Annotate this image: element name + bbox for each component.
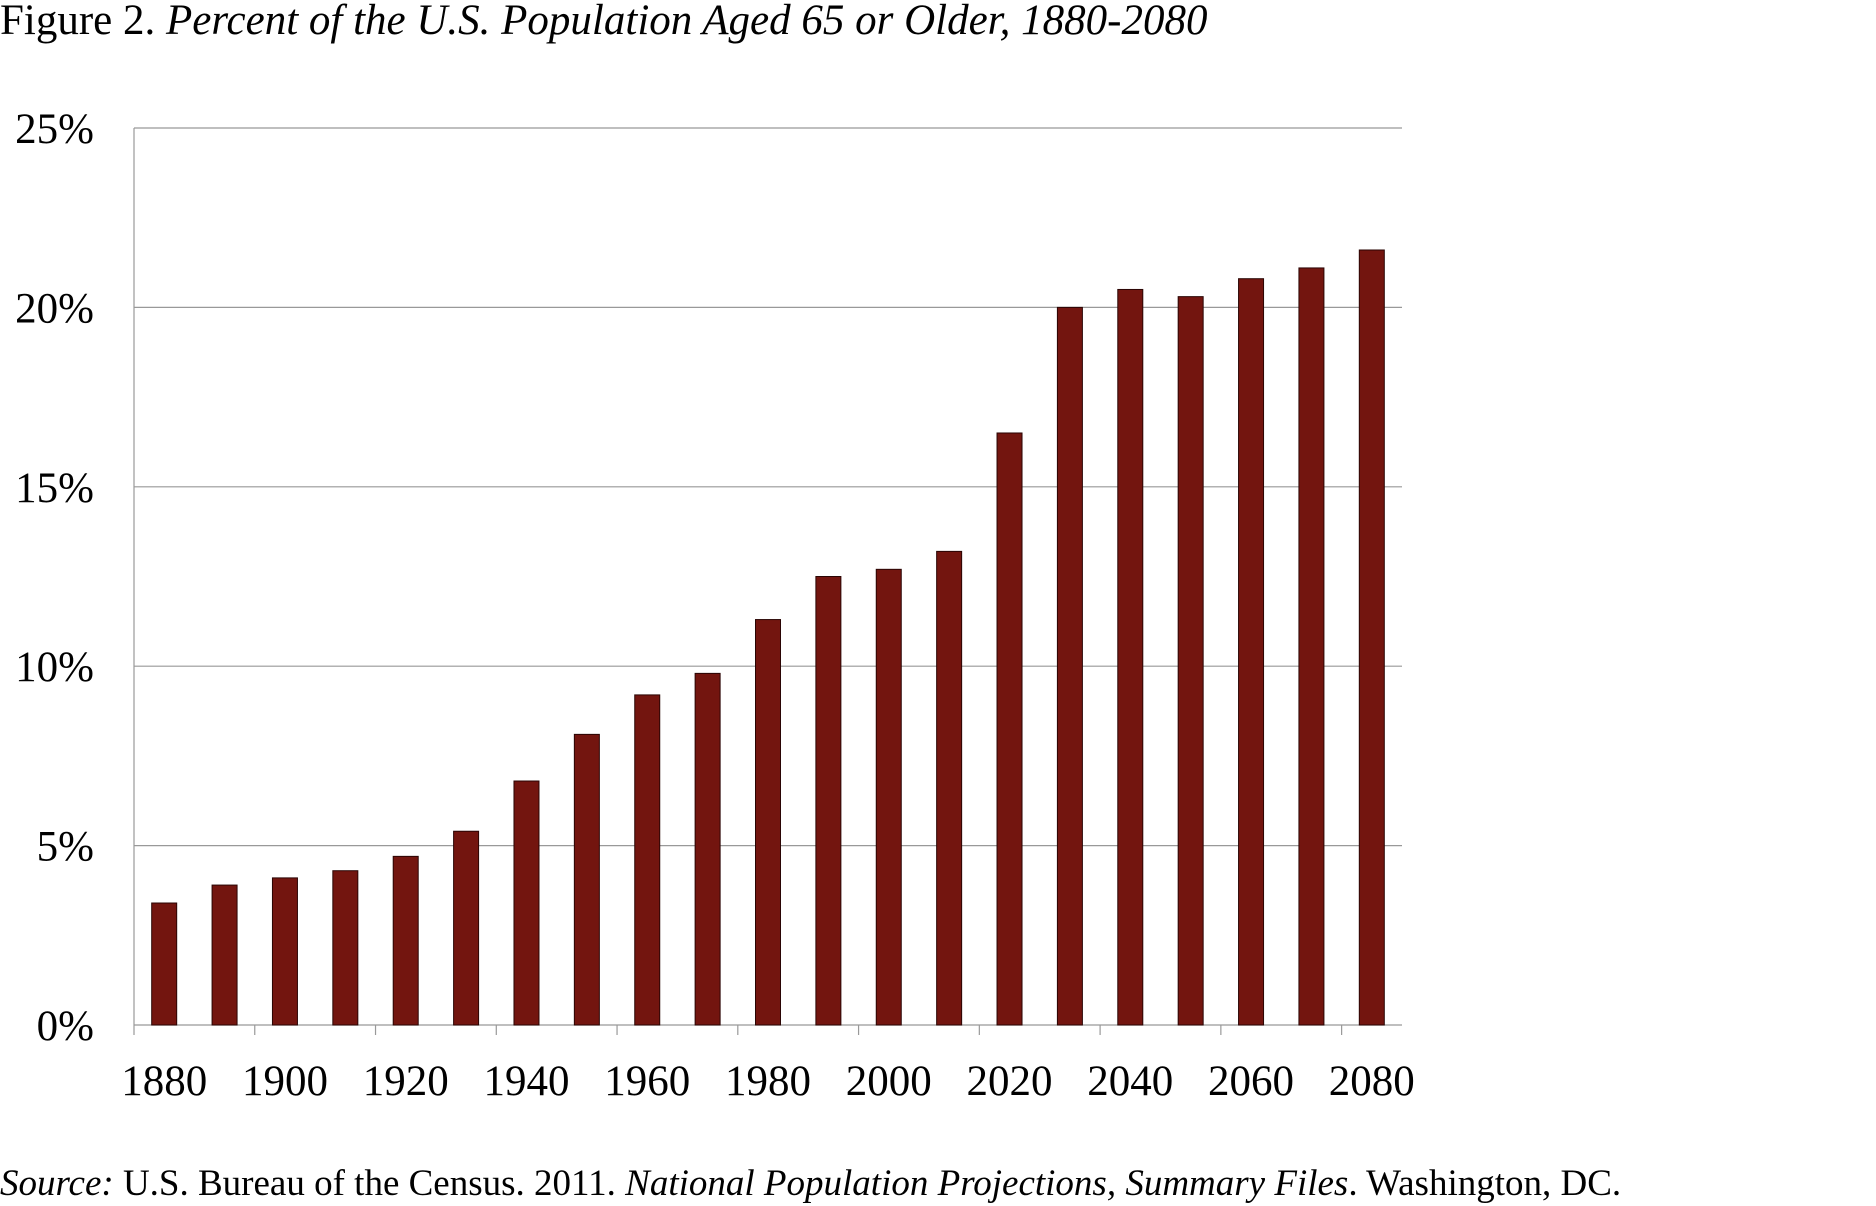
y-tick-label: 5% (37, 824, 94, 871)
y-tick-label: 15% (15, 465, 94, 512)
source-label: Source: (0, 1163, 114, 1204)
x-tick-label: 1960 (604, 1058, 690, 1105)
x-tick-label: 2000 (846, 1058, 932, 1105)
bar-2060 (1238, 278, 1265, 1026)
bar-2080 (1358, 249, 1385, 1026)
bar-2040 (1117, 288, 1144, 1026)
bar-2070 (1298, 267, 1325, 1026)
source-text: U.S. Bureau of the Census. 2011. (113, 1163, 626, 1204)
bar-2050 (1177, 296, 1204, 1026)
x-tick-label: 1940 (483, 1058, 569, 1105)
x-tick-label: 1920 (363, 1058, 449, 1105)
title-text: Percent of the U.S. Population Aged 65 o… (166, 0, 1208, 44)
bar-1880 (151, 902, 178, 1026)
x-tick-label: 2040 (1087, 1058, 1173, 1105)
x-tick-label: 1900 (242, 1058, 328, 1105)
bar-1990 (815, 576, 842, 1026)
y-tick-label: 20% (15, 285, 94, 332)
x-tick-label: 2020 (967, 1058, 1053, 1105)
x-tick-label: 2080 (1329, 1058, 1415, 1105)
source-text-end: . Washington, DC. (1348, 1163, 1622, 1204)
y-tick-label: 10% (15, 644, 94, 691)
y-tick-label: 0% (37, 1003, 94, 1050)
bar-1950 (573, 733, 600, 1026)
x-tick-label: 1880 (121, 1058, 207, 1105)
source-publication: National Population Projections, Summary… (625, 1163, 1349, 1204)
source-note: Source: U.S. Bureau of the Census. 2011.… (0, 1162, 1621, 1205)
bar-1980 (755, 619, 781, 1026)
figure-number: Figure 2. (0, 0, 156, 44)
bar-1970 (694, 672, 721, 1026)
bar-2010 (936, 550, 963, 1026)
bar-1920 (392, 855, 419, 1026)
bar-1890 (211, 884, 238, 1026)
bar-1900 (271, 877, 298, 1026)
bar-2020 (996, 432, 1023, 1026)
bar-1930 (453, 830, 480, 1026)
bar-1940 (513, 780, 540, 1026)
x-tick-label: 1980 (725, 1058, 811, 1105)
chart-title: Figure 2. Percent of the U.S. Population… (0, 0, 1207, 45)
x-tick-label: 2060 (1208, 1058, 1294, 1105)
bar-1910 (332, 870, 359, 1026)
bar-1960 (634, 694, 661, 1026)
y-tick-label: 25% (15, 106, 94, 153)
bar-2030 (1056, 306, 1083, 1026)
bar-2000 (875, 568, 902, 1026)
